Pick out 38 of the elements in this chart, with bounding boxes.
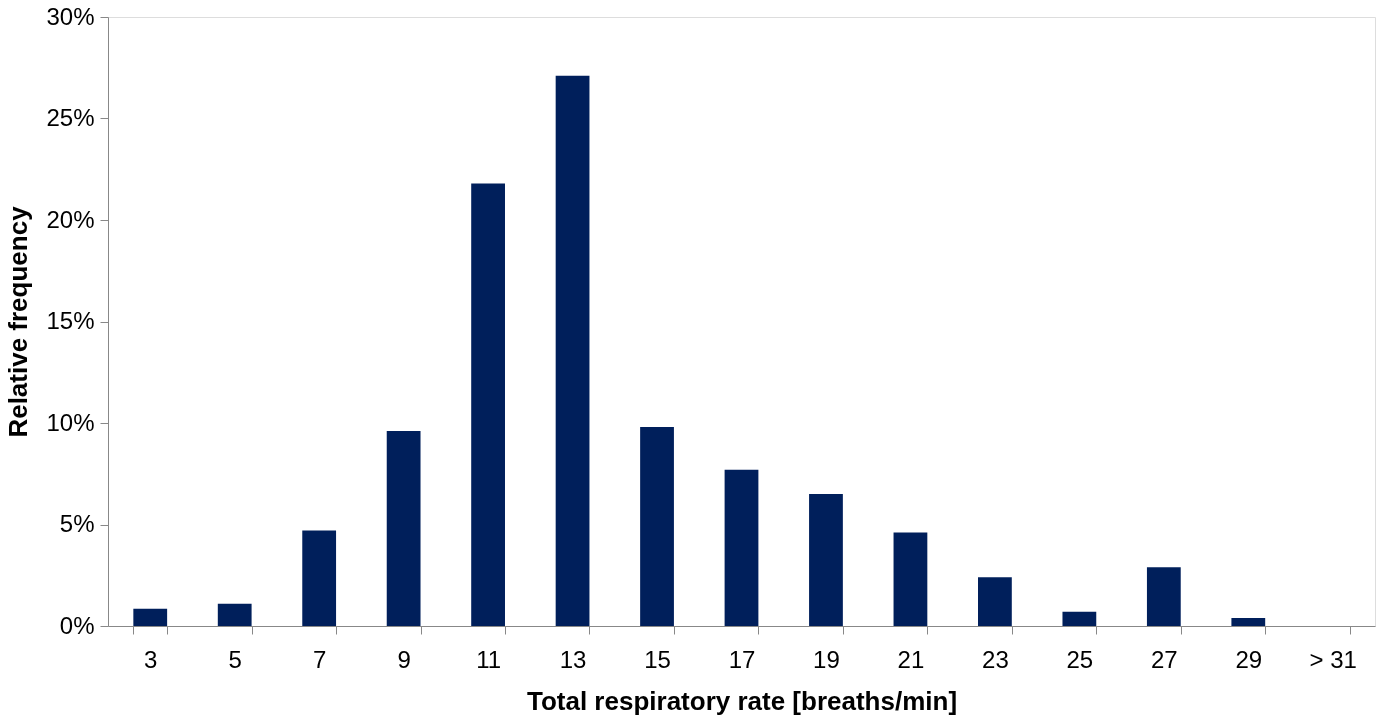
y-tick-label: 25% (46, 104, 95, 131)
x-tick-label: 9 (397, 645, 411, 673)
bar (217, 603, 252, 626)
bar (471, 183, 505, 626)
bar (386, 431, 421, 626)
x-tick-label: 23 (982, 645, 1009, 673)
x-tick-label: > 31 (1309, 645, 1357, 673)
y-tick-label: 15% (46, 307, 95, 334)
x-tick-label: 25 (1066, 645, 1094, 673)
bar (724, 469, 759, 626)
bar (809, 494, 843, 626)
bar (1146, 567, 1181, 626)
x-tick-label: 3 (144, 645, 158, 673)
x-tick-label: 17 (728, 645, 756, 673)
bar (133, 608, 168, 626)
x-tick-label: 5 (228, 645, 242, 673)
x-tick-label: 7 (312, 645, 327, 673)
bar (1231, 617, 1266, 626)
y-tick-label: 5% (59, 510, 95, 537)
x-tick-label: 11 (476, 645, 502, 673)
bar (1062, 611, 1097, 626)
bar (302, 530, 337, 626)
x-tick-label: 19 (813, 645, 840, 673)
x-tick-label: 29 (1235, 645, 1263, 673)
x-tick-label: 15 (644, 645, 671, 673)
x-tick-label: 27 (1150, 645, 1178, 673)
bar (640, 427, 674, 626)
y-tick-label: 20% (46, 205, 95, 233)
bar (555, 75, 590, 626)
y-tick-label: 10% (46, 408, 95, 436)
bar (978, 577, 1012, 626)
bar (893, 532, 928, 626)
x-tick-label: 21 (897, 645, 925, 673)
y-axis-title: Relative frequency (3, 205, 34, 438)
x-tick-label: 13 (559, 645, 587, 673)
x-axis-title: Total respiratory rate [breaths/min] (526, 685, 958, 716)
y-tick-label: 30% (46, 2, 95, 30)
y-tick-label: 0% (59, 611, 95, 639)
